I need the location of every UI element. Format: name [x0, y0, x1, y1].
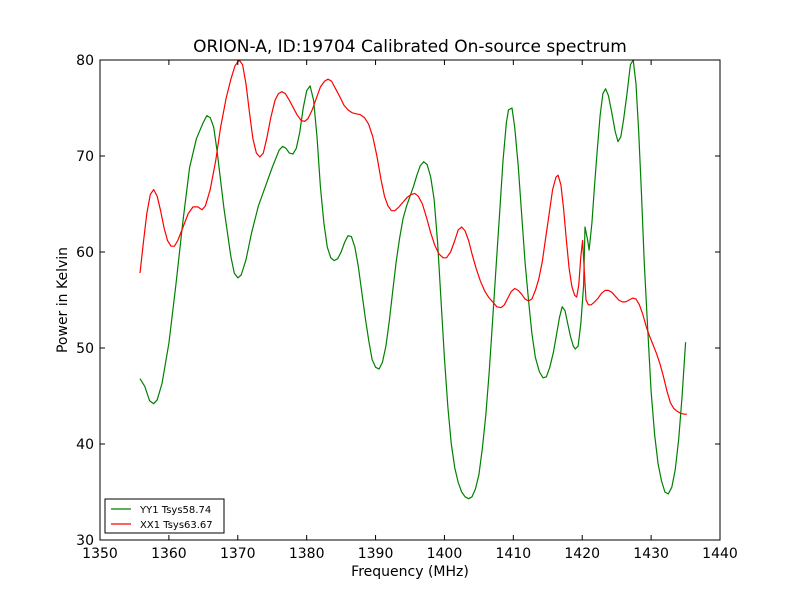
- x-tick-label: 1370: [220, 546, 256, 562]
- x-tick-label: 1430: [633, 546, 669, 562]
- x-axis-label: Frequency (MHz): [351, 564, 469, 580]
- legend-label-xx1: XX1 Tsys63.67: [140, 520, 213, 531]
- legend-label-yy1: YY1 Tsys58.74: [139, 505, 211, 516]
- x-axis: 1350 1360 1370 1380 1390 1400 1410 1420 1430 1440: [82, 60, 738, 562]
- series-layer: [139, 59, 687, 500]
- legend-box: [104, 498, 225, 534]
- x-tick-label: 1350: [82, 546, 118, 562]
- y-tick-label: 30: [76, 533, 94, 549]
- x-tick-label: 1380: [289, 546, 325, 562]
- y-tick-label: 60: [76, 245, 94, 261]
- x-tick-label: 1440: [702, 546, 738, 562]
- y-axis-label: Power in Kelvin: [55, 247, 71, 353]
- x-tick-label: 1390: [358, 546, 394, 562]
- x-tick-label: 1400: [427, 546, 463, 562]
- x-tick-label: 1420: [564, 546, 600, 562]
- y-tick-label: 40: [76, 437, 94, 453]
- x-tick-label: 1360: [151, 546, 187, 562]
- series-line-yy1: [139, 59, 687, 500]
- x-tick-label: 1410: [496, 546, 532, 562]
- chart-title: ORION-A, ID:19704 Calibrated On-source s…: [193, 37, 627, 57]
- y-tick-label: 80: [76, 53, 94, 69]
- y-tick-label: 70: [76, 149, 94, 165]
- y-tick-label: 50: [76, 341, 94, 357]
- legend: YY1 Tsys58.74 XX1 Tsys63.67: [104, 498, 225, 534]
- plot-frame: [99, 59, 721, 541]
- series-line-xx1: [139, 59, 687, 415]
- y-axis: 30 40 50 60 70 80: [76, 53, 720, 549]
